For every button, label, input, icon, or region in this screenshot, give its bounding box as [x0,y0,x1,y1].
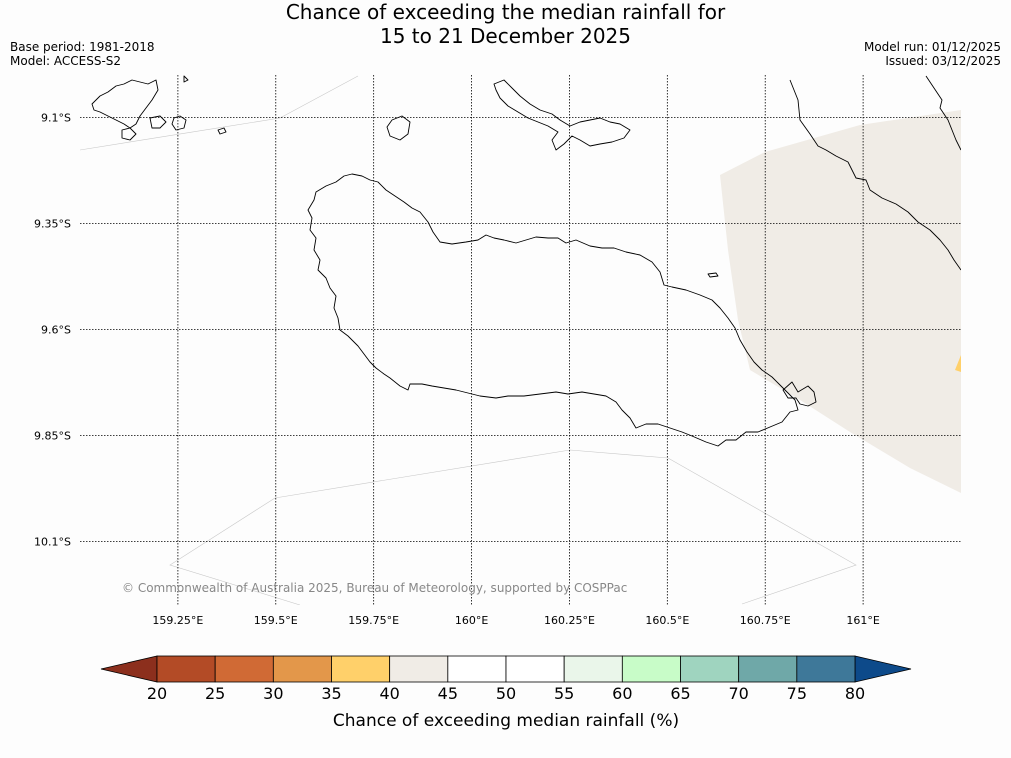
colorbar-tick-label: 75 [787,684,807,703]
guadalcanal-coastline [307,173,799,447]
colorbar-cell [796,655,856,683]
colorbar-cell [621,655,681,683]
probability-spot-orange [955,355,961,372]
colorbar-tick-label: 80 [845,684,865,703]
meta-left: Base period: 1981-2018 Model: ACCESS-S2 [10,40,155,68]
longitude-labels: 159.25°E 159.5°E 159.75°E 160°E 160.25°E 160.… [152,614,879,627]
longitude-label: 161°E [846,614,879,627]
longitude-label: 160.25°E [544,614,595,627]
colorbar-cells [156,655,856,683]
latitude-label: 9.85°S [34,429,71,442]
russell-islet-3 [149,115,167,129]
probability-shaded-region [720,110,961,493]
longitude-label: 160°E [455,614,488,627]
colorbar-cell [272,655,332,683]
colorbar: 20 25 30 35 40 45 50 55 60 65 70 75 80 Chance of exc… [100,655,912,731]
colorbar-label: Chance of exceeding median rainfall (%) [333,711,679,731]
colorbar-tick-labels: 20 25 30 35 40 45 50 55 60 65 70 75 80 [147,684,865,703]
colorbar-extend-low [100,655,158,683]
colorbar-tick-label: 50 [496,684,516,703]
malaita-north-coastline [925,75,961,151]
title-line-1: Chance of exceeding the median rainfall … [285,0,726,24]
colorbar-tick-label: 70 [728,684,748,703]
title-line-2: 15 to 21 December 2025 [379,24,631,48]
colorbar-tick-label: 25 [205,684,225,703]
colorbar-tick-label: 30 [263,684,283,703]
colorbar-cell [156,655,216,683]
coastline-layer [91,75,961,447]
copyright-text: © Commonwealth of Australia 2025, Bureau… [122,581,627,595]
colorbar-cell [214,655,274,683]
graticule [80,75,961,605]
savo-island [386,115,411,141]
island-marau [782,381,817,407]
domain-outline-left [169,497,301,605]
latitude-labels: 9.1°S 9.35°S 9.6°S 9.85°S 10.1°S [34,111,71,548]
latitude-label: 9.35°S [34,217,71,230]
colorbar-tick-label: 45 [438,684,458,703]
meta-right: Model run: 01/12/2025 Issued: 03/12/2025 [864,40,1001,68]
colorbar-cell [563,655,623,683]
latitude-label: 9.6°S [41,323,71,336]
colorbar-cell [389,655,449,683]
russell-islet-1 [171,115,187,131]
base-period-text: Base period: 1981-2018 [10,40,155,54]
colorbar-cell [738,655,798,683]
colorbar-tick-label: 20 [147,684,167,703]
russell-islands [91,79,159,129]
issued-text: Issued: 03/12/2025 [885,54,1001,68]
map-title: Chance of exceeding the median rainfall … [0,0,1011,48]
domain-outline [80,75,857,605]
colorbar-cell [505,655,565,683]
latitude-label: 9.1°S [41,111,71,124]
malaita-coastline [789,79,961,271]
colorbar-tick-label: 35 [321,684,341,703]
colorbar-tick-label: 60 [612,684,632,703]
model-text: Model: ACCESS-S2 [10,54,122,68]
islet-east [707,272,719,278]
russell-islet-2 [121,127,137,141]
shaded-region-layer [720,110,961,493]
longitude-label: 160.5°E [645,614,689,627]
domain-outline-upper [80,75,359,151]
longitude-label: 160.75°E [740,614,791,627]
latitude-label: 10.1°S [34,535,71,548]
longitude-label: 159.75°E [348,614,399,627]
longitude-label: 159.25°E [152,614,203,627]
colorbar-cell [680,655,740,683]
colorbar-tick-label: 65 [670,684,690,703]
russell-islet-5 [217,127,227,135]
florida-islands [493,79,631,151]
colorbar-tick-label: 55 [554,684,574,703]
colorbar-cell [447,655,507,683]
colorbar-tick-label: 40 [379,684,399,703]
colorbar-extend-high [854,655,912,683]
longitude-label: 159.5°E [254,614,298,627]
russell-islet-4 [183,75,189,83]
colorbar-cell [331,655,391,683]
model-run-text: Model run: 01/12/2025 [863,40,1001,54]
